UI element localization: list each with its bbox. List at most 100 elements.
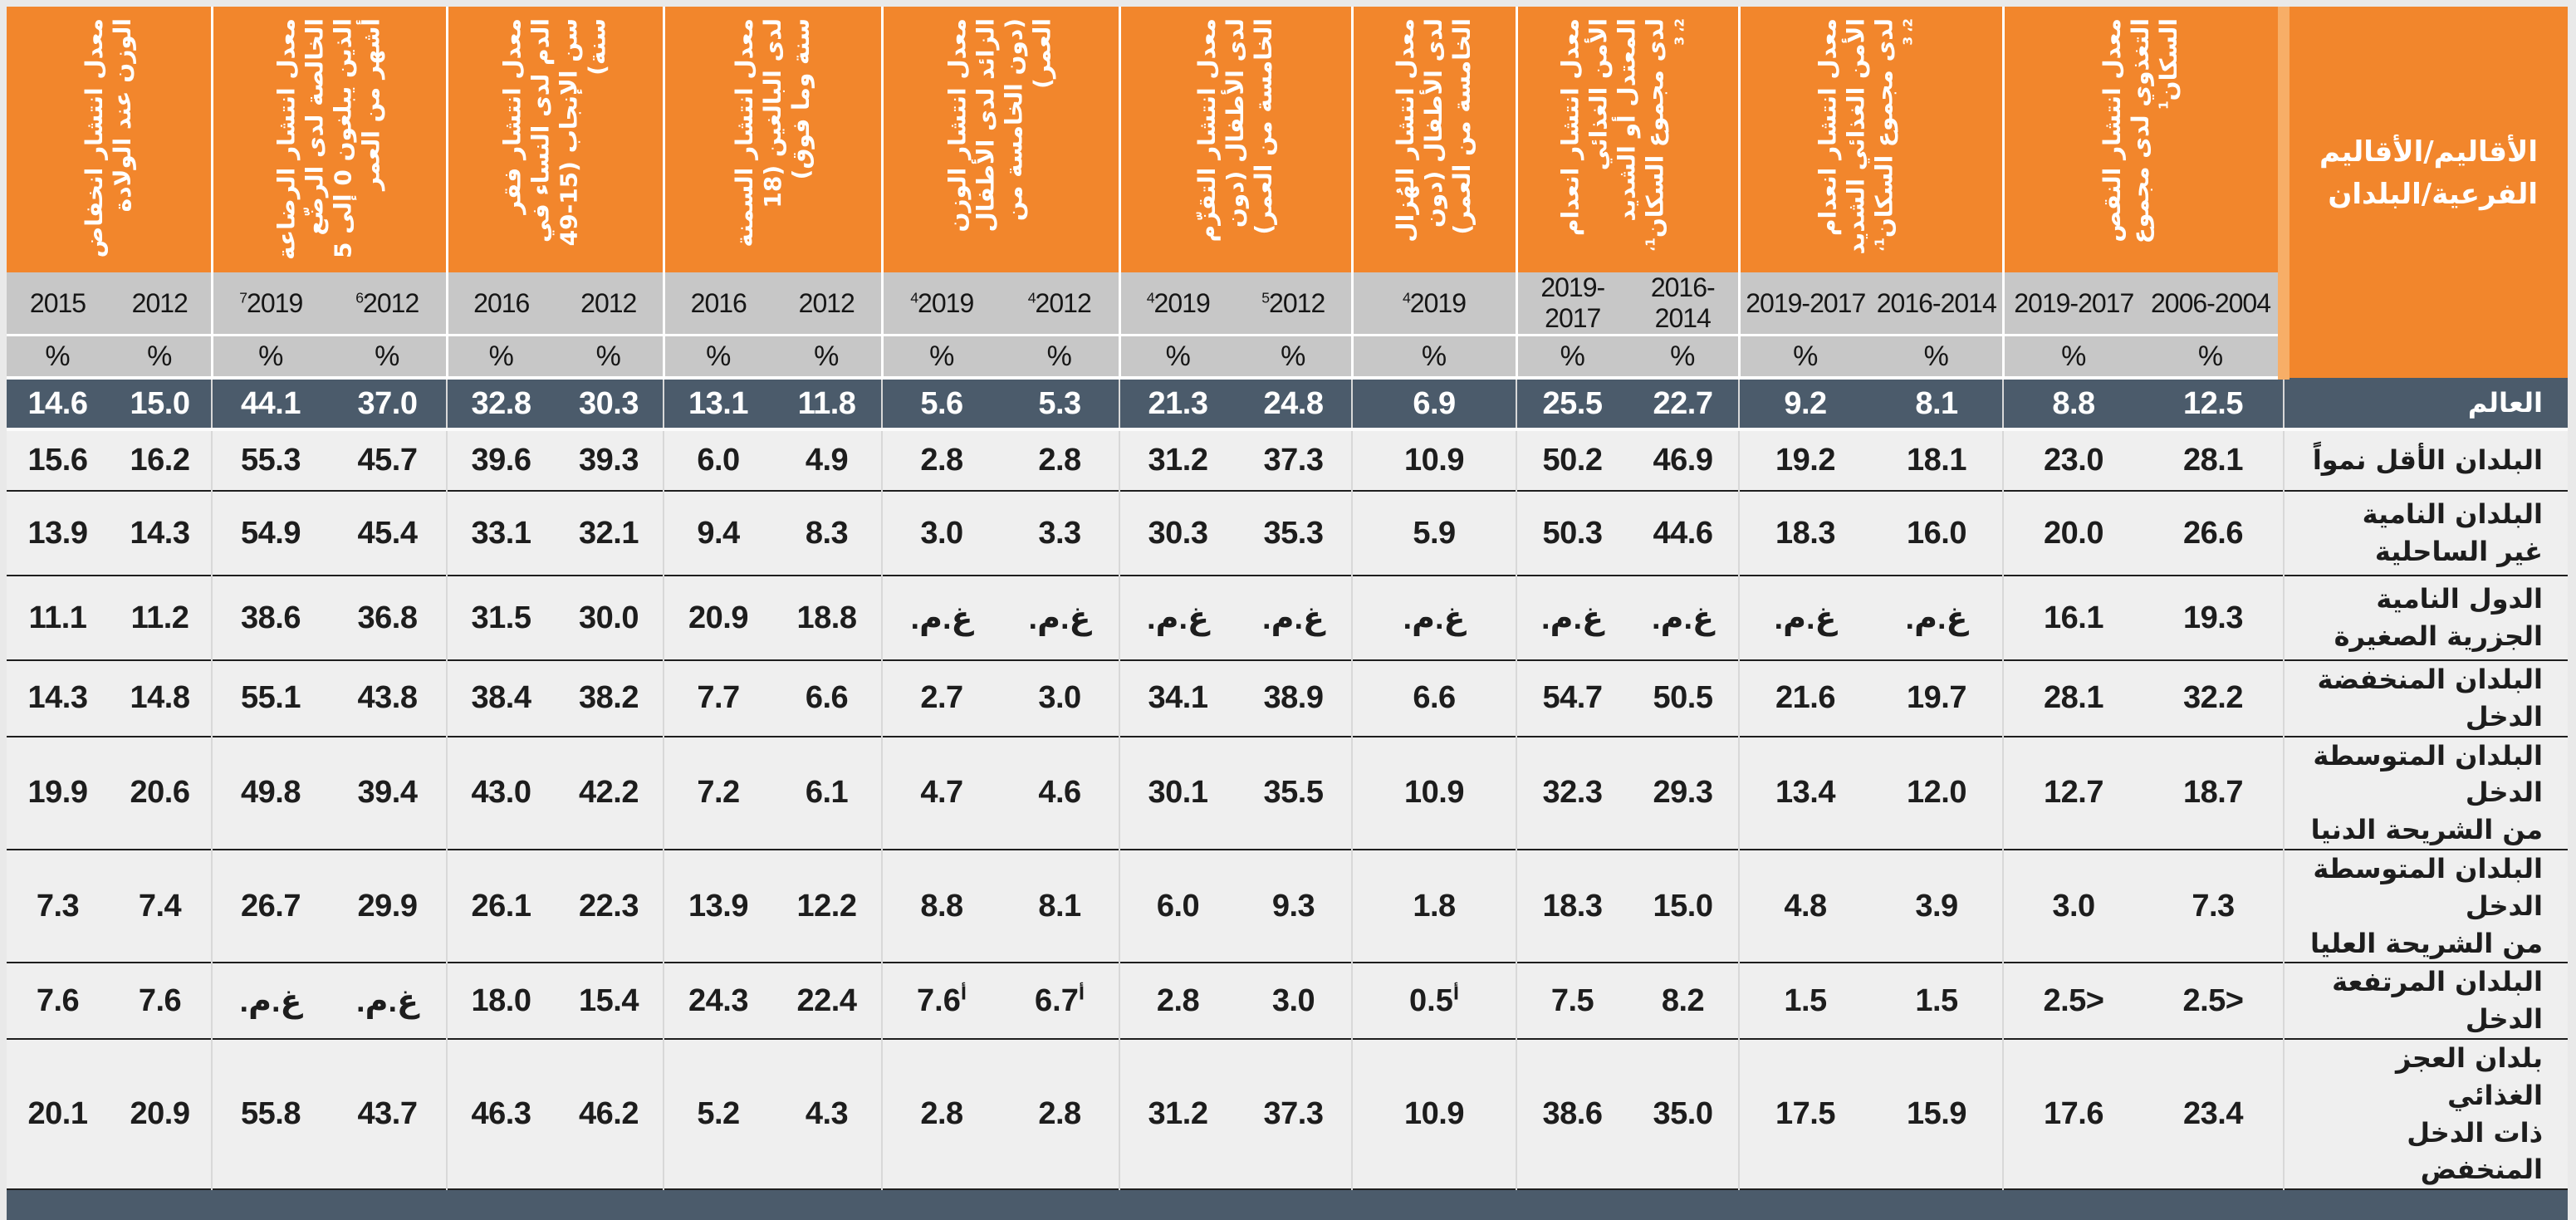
value-cell: 20.1	[7, 1038, 109, 1190]
value-cell: 37.0	[329, 378, 447, 429]
value-cell: 38.6	[211, 576, 329, 660]
value-cell: ‏غ.م.‏	[1871, 576, 2003, 660]
value-cell: أ7.6	[881, 963, 1001, 1039]
corner-header-text: الأقاليم/الأقاليم الفرعية/البلدان	[2319, 135, 2538, 211]
column-group-header: معدل انتشار انعدام الأمن الغذائي الشديد …	[1737, 7, 2003, 272]
value-cell: 12.2	[772, 849, 882, 963]
column-group-header: معدل انتشار انعدام الأمن الغذائي المعتدل…	[1515, 7, 1739, 272]
value-cell: 12.0	[1871, 736, 2003, 850]
value-cell: 38.2	[555, 660, 664, 737]
nutrition-indicators-table: معدل انتشار انخفاض الوزن عند الولادة معدل…	[7, 7, 2568, 1220]
column-group-title: معدل انتشار فقر الدم لدى النساء في سن ال…	[498, 18, 611, 247]
value-cell: 55.3	[211, 429, 329, 491]
value-cell: 38.6	[1516, 1038, 1628, 1190]
year-cell: 2015	[7, 272, 109, 336]
row-label: البلدان النامية غير الساحلية	[2283, 491, 2568, 576]
value-cell: 42.2	[555, 736, 664, 850]
value-cell: 22.3	[555, 849, 664, 963]
value-cell: 30.0	[555, 576, 664, 660]
value-cell: 30.3	[1119, 491, 1236, 576]
year-cell: 2019-2017	[1515, 272, 1628, 336]
value-cell: 25.5	[1516, 378, 1628, 429]
column-group-title: معدل انتشار السمنة لدى البالغين (18 سنة …	[730, 18, 815, 247]
table-row: 15.6 16.2 55.3 45.7 39.6 39.3 6.0 4.9 2.8 2.8 31.2…	[7, 429, 2568, 491]
value-cell: 36.8	[329, 576, 447, 660]
row-label: البلدان المرتفعة الدخل	[2283, 963, 2568, 1039]
value-cell: 6.9	[1351, 378, 1516, 429]
value-cell: 13.9	[7, 491, 109, 576]
value-cell: 45.4	[329, 491, 447, 576]
value-cell: 8.2	[1628, 963, 1739, 1039]
value-cell: 31.2	[1119, 1038, 1236, 1190]
value-cell: ‏غ.م.‏	[1236, 576, 1352, 660]
value-cell: 20.9	[109, 1038, 212, 1190]
value-cell: ‏غ.م.‏	[1738, 576, 1871, 660]
unit-cell: %	[7, 335, 109, 380]
value-cell: 6.6	[1351, 660, 1516, 737]
column-group-header: معدل انتشار انخفاض الوزن عند الولادة	[7, 7, 212, 272]
value-cell: 3.0	[1001, 660, 1119, 737]
value-cell: 7.7	[663, 660, 772, 737]
value-cell: 14.6	[7, 378, 109, 429]
value-cell: 13.1	[663, 378, 772, 429]
column-group-title: معدل انتشار التقزّم لدى الأطفال (دون الخ…	[1193, 18, 1278, 243]
value-cell: 4.6	[1001, 736, 1119, 850]
unit-cell: %	[1236, 335, 1352, 380]
unit-cell: %	[1515, 335, 1628, 380]
value-cell: 8.3	[772, 491, 882, 576]
value-cell: 39.4	[329, 736, 447, 850]
value-cell: 15.0	[1628, 849, 1739, 963]
value-cell: 35.3	[1236, 491, 1352, 576]
value-cell: 39.6	[446, 429, 555, 491]
value-cell: ‏غ.م.‏	[881, 576, 1001, 660]
value-cell: 23.0	[2002, 429, 2143, 491]
value-cell: 49.8	[211, 736, 329, 850]
value-cell: 37.3	[1236, 1038, 1352, 1190]
value-cell: 30.1	[1119, 736, 1236, 850]
unit-cell: %	[662, 335, 772, 380]
value-cell: 28.1	[2002, 660, 2143, 737]
value-cell: 55.8	[211, 1038, 329, 1190]
value-cell: 5.6	[881, 378, 1001, 429]
value-cell: 4.8	[1738, 849, 1871, 963]
value-cell: 18.0	[446, 963, 555, 1039]
value-cell: 29.3	[1628, 736, 1739, 850]
value-cell: 18.3	[1516, 849, 1628, 963]
value-cell: 6.1	[772, 736, 882, 850]
value-cell: 29.9	[329, 849, 447, 963]
table-row: 14.3 14.8 55.1 43.8 38.4 38.2 7.7 6.6 2.7 3.0 34.1…	[7, 660, 2568, 737]
value-cell: 3.0	[881, 491, 1001, 576]
row-label: الدول النامية الجزرية الصغيرة	[2283, 576, 2568, 660]
value-cell: 26.7	[211, 849, 329, 963]
row-label: البلدان المتوسطة الدخل من الشريحة الدنيا	[2283, 736, 2568, 850]
value-cell: 2.8	[1119, 963, 1236, 1039]
column-group-header: معدل انتشار الوزن الزائد لدى الأطفال (دو…	[880, 7, 1119, 272]
value-cell: 8.1	[1871, 378, 2003, 429]
value-cell: 24.3	[663, 963, 772, 1039]
value-cell: ‏غ.م.‏	[211, 963, 329, 1039]
column-group-header: معدل انتشار الرضاعة الخالصة لدى الرضّع ا…	[210, 7, 447, 272]
value-cell: ‏غ.م.‏	[1001, 576, 1119, 660]
value-cell: 14.8	[109, 660, 212, 737]
unit-cell: %	[1628, 335, 1739, 380]
value-cell: 12.5	[2143, 378, 2284, 429]
column-group-header: معدل انتشار النقص التغذوي لدى مجموع السك…	[2001, 7, 2284, 272]
year-cell: 2016-2014	[1628, 272, 1739, 336]
value-cell: 3.0	[2002, 849, 2143, 963]
section-divider-bar	[7, 1189, 2568, 1220]
value-cell: 18.1	[1871, 429, 2003, 491]
value-cell: 31.2	[1119, 429, 1236, 491]
value-cell: 21.6	[1738, 660, 1871, 737]
value-cell: 10.9	[1351, 1038, 1516, 1190]
column-group-title: معدل انتشار الرضاعة الخالصة لدى الرضّع ا…	[272, 18, 385, 260]
year-cell: 2012	[772, 272, 882, 336]
value-cell: 22.7	[1628, 378, 1739, 429]
unit-cell: %	[1118, 335, 1236, 380]
value-cell: 11.1	[7, 576, 109, 660]
column-group-header: معدل انتشار الهُزال لدى الأطفال (دون الخ…	[1350, 7, 1516, 272]
value-cell: 3.9	[1871, 849, 2003, 963]
year-cell: 42019	[880, 272, 1001, 336]
value-cell: 2.7	[881, 660, 1001, 737]
value-cell: 44.1	[211, 378, 329, 429]
